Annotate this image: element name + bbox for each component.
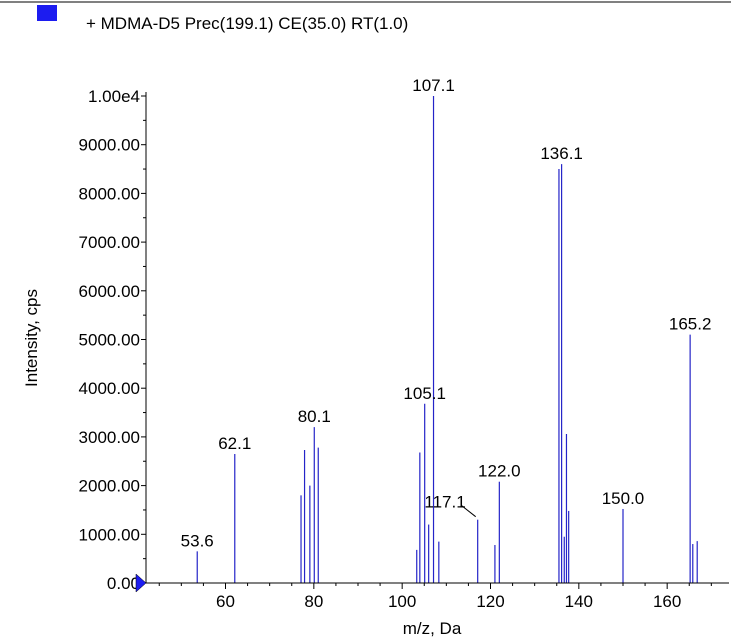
peak-label: 165.2 <box>669 315 712 334</box>
peak-label: 150.0 <box>602 489 645 508</box>
y-tick-label: 6000.00 <box>79 282 140 301</box>
legend-swatch <box>37 5 57 21</box>
y-tick-label: 0.00 <box>107 574 140 593</box>
y-tick-label: 8000.00 <box>79 184 140 203</box>
y-axis-title: Intensity, cps <box>22 289 41 387</box>
peak-label: 105.1 <box>403 384 446 403</box>
peak-label: 62.1 <box>218 434 251 453</box>
peak-label-leader <box>461 505 477 518</box>
peak-labels: 53.6 62.1 80.1 105.1 107.1 117.1 122.0 136.1 150… <box>181 76 712 550</box>
peak-label: 80.1 <box>298 407 331 426</box>
x-axis-title: m/z, Da <box>403 619 462 638</box>
x-tick-label: 120 <box>476 592 504 611</box>
y-tick-label: 5000.00 <box>79 331 140 350</box>
y-axis-ticks: 0.00 1000.00 2000.00 3000.00 4000.00 5000.00 6… <box>79 87 146 593</box>
x-axis-ticks: 60 80 100 120 140 160 <box>158 583 712 611</box>
peak-label: 122.0 <box>478 462 521 481</box>
peak-series <box>196 96 698 583</box>
y-tick-label: 9000.00 <box>79 136 140 155</box>
x-tick-label: 160 <box>653 592 681 611</box>
peak-label: 136.1 <box>540 144 583 163</box>
legend-text: + MDMA-D5 Prec(199.1) CE(35.0) RT(1.0) <box>86 14 408 33</box>
y-tick-label: 7000.00 <box>79 233 140 252</box>
baseline-marker-icon <box>135 573 147 593</box>
x-tick-label: 140 <box>565 592 593 611</box>
y-tick-label: 1000.00 <box>79 525 140 544</box>
x-tick-label: 100 <box>388 592 416 611</box>
y-tick-label: 2000.00 <box>79 477 140 496</box>
peak-label: 117.1 <box>424 493 465 512</box>
y-tick-label: 1.00e4 <box>88 87 140 106</box>
peak-label: 53.6 <box>181 531 214 550</box>
x-tick-label: 80 <box>304 592 323 611</box>
y-tick-label: 4000.00 <box>79 379 140 398</box>
peak-label: 107.1 <box>412 76 455 95</box>
y-tick-label: 3000.00 <box>79 428 140 447</box>
x-tick-label: 60 <box>216 592 235 611</box>
